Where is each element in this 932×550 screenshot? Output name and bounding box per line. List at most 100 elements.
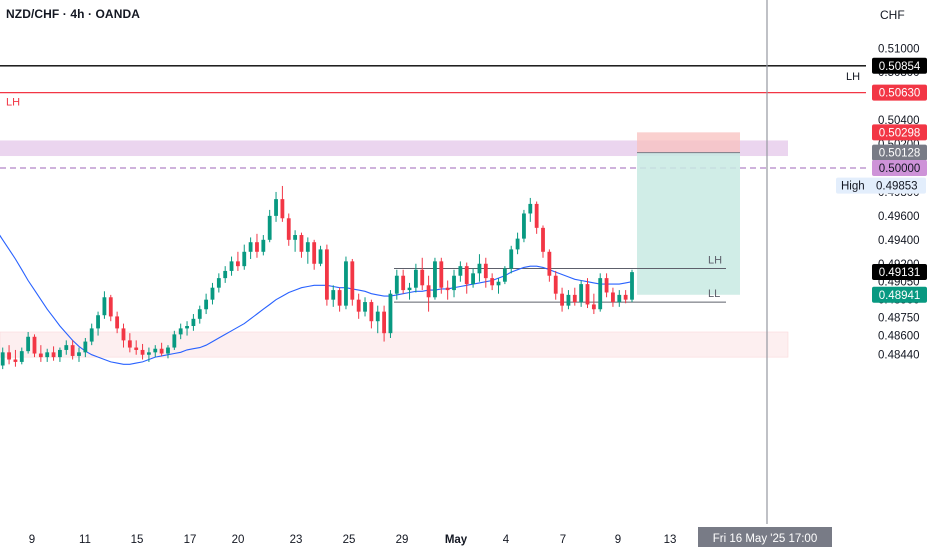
candle-body xyxy=(223,270,228,279)
candle xyxy=(515,232,520,255)
candle-body xyxy=(45,352,50,358)
candle-body xyxy=(344,261,348,306)
candle-body xyxy=(108,297,113,317)
x-tick-label: 7 xyxy=(560,534,566,546)
candle xyxy=(121,323,126,348)
candle-body xyxy=(89,328,94,342)
candle-body xyxy=(299,235,304,252)
crosshair-time-bg xyxy=(698,527,832,547)
candle xyxy=(572,287,577,306)
candle-body xyxy=(127,340,132,348)
candle xyxy=(547,249,552,282)
high-tag-value: 0.49853 xyxy=(876,181,918,193)
candle xyxy=(299,232,304,258)
candle xyxy=(178,323,183,340)
candle xyxy=(452,269,456,298)
candle xyxy=(509,245,514,274)
y-tick-label: 0.50400 xyxy=(878,115,920,127)
candle-body xyxy=(83,341,88,353)
candle-body xyxy=(528,203,533,214)
candle-body xyxy=(121,328,126,341)
candle-body xyxy=(464,266,469,285)
candle-body xyxy=(0,352,5,366)
candle-body xyxy=(248,242,253,252)
price-tag-last: 0.49131 xyxy=(879,267,921,279)
candles xyxy=(0,185,634,370)
candle-body xyxy=(623,294,628,300)
candle-body xyxy=(115,316,120,329)
y-tick-label: 0.49400 xyxy=(878,235,920,247)
lower-high-label: LH xyxy=(6,97,20,109)
candle-body xyxy=(471,273,475,285)
candle xyxy=(445,280,450,300)
candle-body xyxy=(210,287,215,300)
candle-body xyxy=(439,261,444,288)
candle xyxy=(108,294,113,322)
candle-body xyxy=(191,318,196,327)
candle-body xyxy=(51,352,56,358)
candle-body xyxy=(572,294,577,303)
candle xyxy=(350,258,355,306)
candle-body xyxy=(363,302,367,312)
candle xyxy=(604,273,609,298)
y-tick-label: 0.48750 xyxy=(878,313,920,325)
candle xyxy=(566,290,571,310)
candle-body xyxy=(337,290,342,306)
candle xyxy=(216,273,221,293)
price-tag-entry-bg xyxy=(872,144,927,161)
candle-body xyxy=(140,349,145,355)
candle-body xyxy=(350,261,355,300)
candle xyxy=(280,185,285,222)
candle-body xyxy=(77,352,81,356)
candle-body xyxy=(204,299,209,310)
x-tick-label: 9 xyxy=(615,534,621,546)
candle xyxy=(191,314,196,331)
candle-body xyxy=(293,235,298,240)
candle xyxy=(382,305,387,342)
candle-body xyxy=(490,278,495,286)
candle-body xyxy=(541,227,545,252)
high-tag-label: High xyxy=(841,181,865,193)
x-tick-label: 25 xyxy=(343,534,356,546)
candle xyxy=(235,251,240,271)
price-tag-lower-high: 0.50630 xyxy=(879,88,921,100)
candle-body xyxy=(96,315,100,329)
candle xyxy=(32,334,37,358)
candle-body xyxy=(509,249,514,269)
candle xyxy=(496,278,501,294)
price-tag-stop-bg xyxy=(872,124,927,141)
candle xyxy=(274,191,278,222)
candle-body xyxy=(420,269,425,286)
candle xyxy=(96,311,100,336)
price-tag-lower-high-bg xyxy=(872,84,927,101)
candle-body xyxy=(598,278,603,310)
candle xyxy=(102,291,107,319)
range-label-lh: LH xyxy=(708,255,722,267)
candle xyxy=(331,285,336,307)
swing-high-label: LH xyxy=(846,71,860,83)
candle xyxy=(153,345,158,358)
moving-average-line xyxy=(0,234,633,365)
candle-body xyxy=(604,278,609,293)
price-tag-swing-high: 0.50854 xyxy=(879,61,921,73)
candle xyxy=(630,269,634,303)
x-tick-label: 9 xyxy=(29,534,35,546)
candle xyxy=(210,282,215,305)
candle xyxy=(286,213,291,246)
x-tick-label: May xyxy=(445,534,468,546)
candle xyxy=(324,244,329,306)
candle-body xyxy=(585,284,590,305)
candle-body xyxy=(242,251,247,267)
candle-body xyxy=(617,294,622,303)
candle-body xyxy=(591,304,596,310)
candle xyxy=(204,293,209,315)
candle xyxy=(58,347,62,362)
candle-body xyxy=(197,309,202,319)
candle-body xyxy=(38,353,43,358)
x-tick-label: 15 xyxy=(131,534,144,546)
candle xyxy=(420,257,425,291)
price-tag-last-bg xyxy=(872,264,927,281)
candle xyxy=(159,342,164,356)
candle xyxy=(248,237,253,259)
